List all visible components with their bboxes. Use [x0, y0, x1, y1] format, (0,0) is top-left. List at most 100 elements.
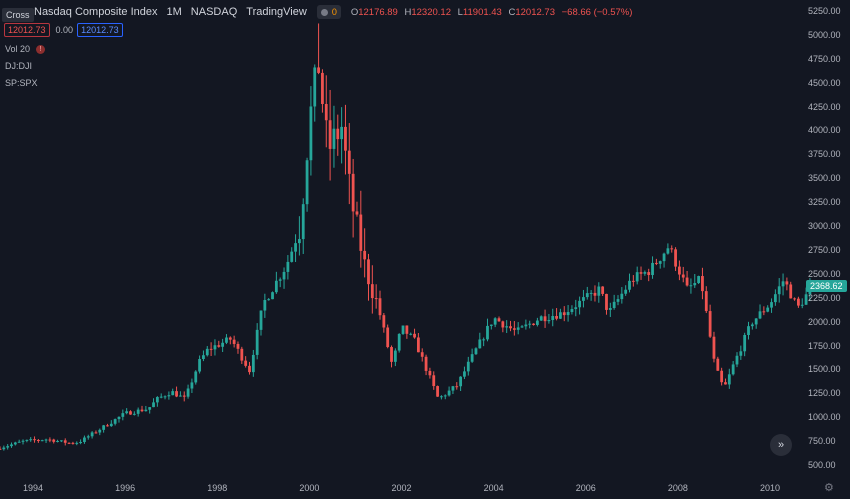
- candle-body: [440, 396, 443, 398]
- candle-body: [781, 281, 785, 287]
- candle-body: [505, 326, 509, 328]
- candle-body: [455, 386, 459, 388]
- candle-body: [666, 248, 670, 254]
- candle-body: [332, 128, 336, 149]
- candle-body: [543, 316, 547, 322]
- candle-body: [240, 348, 244, 361]
- symbol-title[interactable]: Nasdaq Composite Index: [34, 6, 158, 18]
- candle-body: [797, 298, 800, 306]
- candle-body: [225, 337, 228, 343]
- candle-body: [509, 326, 512, 329]
- legend-series-label: SP:SPX: [5, 78, 38, 88]
- candle-body: [109, 423, 113, 427]
- gear-icon[interactable]: ⚙: [824, 482, 834, 494]
- candle-body: [770, 302, 773, 308]
- candle-body: [428, 370, 432, 376]
- candle-body: [102, 425, 106, 430]
- candle-body: [367, 259, 370, 285]
- candle-body: [48, 439, 52, 441]
- price-blue-field[interactable]: 12012.73: [77, 23, 123, 37]
- interval-label[interactable]: 1M: [166, 6, 182, 18]
- candle-body: [221, 342, 225, 347]
- candle-body: [106, 425, 109, 427]
- candle-body: [152, 402, 155, 408]
- candle-body: [416, 337, 420, 353]
- candle-body: [628, 280, 631, 290]
- candle-body: [194, 371, 198, 383]
- low-value: 11901.43: [462, 6, 502, 18]
- candle-body: [2, 447, 6, 450]
- candle-body: [370, 284, 374, 299]
- candle-body: [213, 345, 217, 350]
- candle-body: [463, 371, 466, 377]
- candle-body: [56, 440, 59, 442]
- legend-series-spx[interactable]: SP:SPX: [5, 78, 38, 88]
- candle-body: [63, 440, 67, 443]
- close-key: C: [508, 6, 516, 18]
- candle-body: [355, 211, 359, 215]
- y-tick-label: 2250.00: [808, 292, 841, 303]
- candle-body: [374, 298, 378, 300]
- x-tick-label: 2000: [299, 483, 320, 493]
- candle-body: [217, 345, 221, 347]
- candle-body: [793, 298, 796, 300]
- low-key: L: [457, 6, 463, 18]
- cross-tool-badge[interactable]: Cross: [2, 8, 34, 22]
- exchange-label: NASDAQ: [190, 6, 238, 18]
- candle-body: [570, 309, 574, 313]
- candle-body: [171, 391, 175, 396]
- candle-body: [117, 416, 121, 420]
- candle-body: [716, 358, 720, 371]
- candle-body: [90, 432, 94, 437]
- warning-icon[interactable]: !: [36, 44, 46, 54]
- last-price-tag: 2368.62: [806, 280, 847, 293]
- candle-body: [228, 337, 232, 340]
- volume-legend[interactable]: Vol 20 !: [5, 44, 46, 54]
- candle-body: [378, 298, 382, 316]
- x-tick-label: 1998: [207, 483, 228, 493]
- candle-body: [182, 395, 186, 397]
- candle-body: [559, 312, 562, 319]
- candle-body: [409, 333, 413, 335]
- candle-body: [670, 248, 674, 250]
- candle-body: [209, 348, 213, 350]
- candle-body: [724, 382, 727, 385]
- candle-body: [282, 271, 286, 280]
- candle-body: [547, 319, 551, 322]
- y-tick-label: 3750.00: [808, 149, 841, 160]
- cross-label: Cross: [6, 10, 30, 20]
- scroll-to-realtime-button[interactable]: »: [770, 434, 792, 456]
- candle-body: [674, 249, 677, 267]
- candle-body: [762, 311, 766, 313]
- candle-body: [597, 286, 601, 296]
- candle-body: [720, 370, 724, 383]
- candle-body: [309, 106, 313, 161]
- candle-body: [52, 439, 56, 442]
- candle-body: [363, 250, 367, 260]
- candle-body: [593, 292, 597, 296]
- candle-body: [678, 266, 681, 275]
- candle-body: [236, 343, 240, 349]
- candle-body: [347, 150, 351, 174]
- candle-body: [121, 413, 125, 417]
- price-red-field[interactable]: 12012.73: [4, 23, 50, 37]
- candle-body: [466, 361, 470, 372]
- status-badge[interactable]: 0: [316, 5, 341, 19]
- candle-body: [712, 336, 716, 359]
- candle-body: [777, 286, 781, 295]
- candle-body: [297, 239, 301, 244]
- candle-body: [301, 204, 305, 240]
- candle-body: [701, 276, 704, 292]
- candle-body: [785, 281, 789, 285]
- volume-value: 20: [20, 44, 31, 54]
- candle-body: [551, 316, 555, 320]
- open-key: O: [350, 6, 359, 18]
- candle-body: [620, 293, 624, 300]
- high-value: 12320.12: [411, 6, 451, 18]
- legend-series-dji[interactable]: DJ:DJI: [5, 61, 32, 71]
- badge-count: 0: [331, 7, 337, 17]
- candle-body: [424, 356, 428, 371]
- candle-body: [582, 297, 585, 301]
- y-tick-label: 4250.00: [808, 101, 841, 112]
